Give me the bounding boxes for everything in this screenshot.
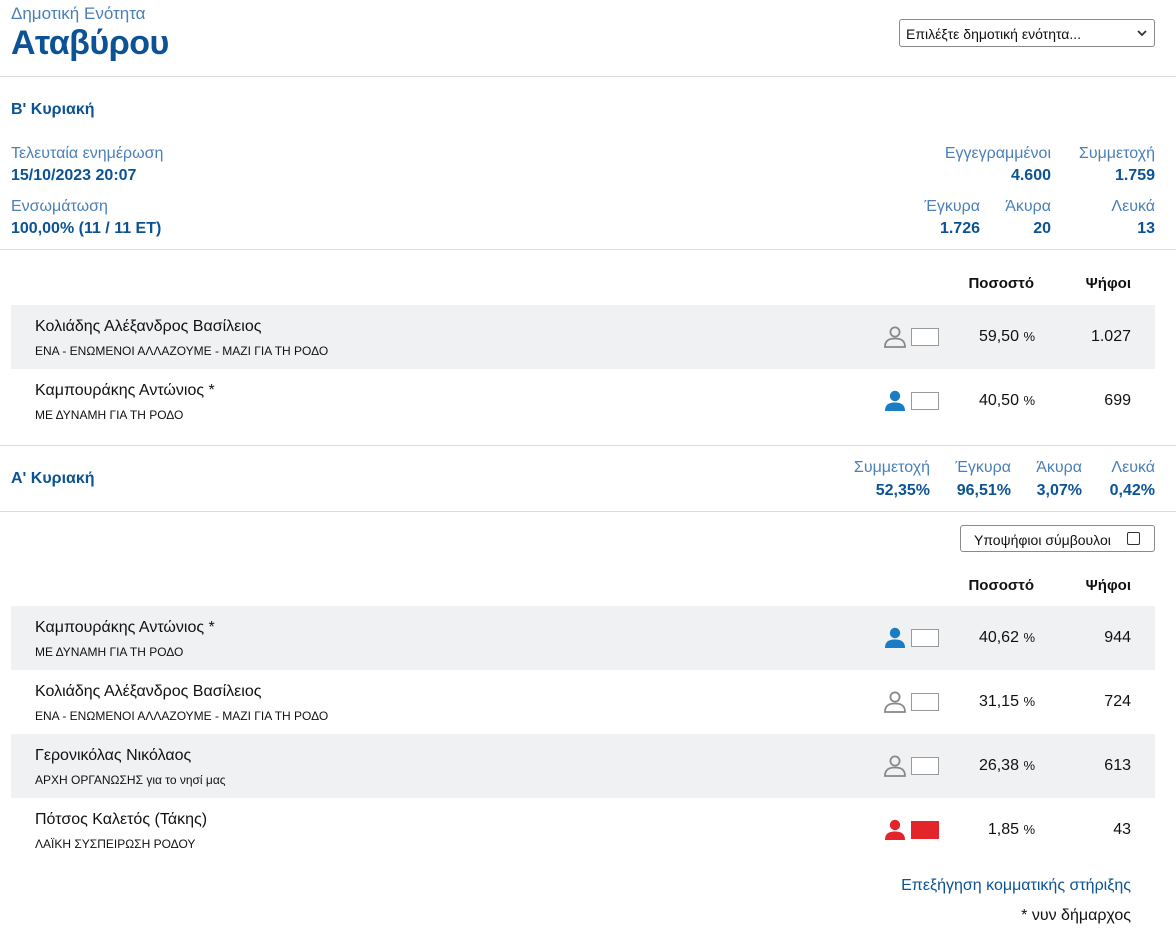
round-a-title: Α' Κυριακή <box>11 470 95 487</box>
candidate-percent: 40,50 % <box>979 392 1035 410</box>
party-color-swatch <box>911 392 939 410</box>
candidate-votes: 1.027 <box>1090 328 1131 345</box>
percent-value: 31,15 <box>978 693 1019 710</box>
candidate-percent: 1,85 % <box>988 821 1035 839</box>
person-icon <box>885 627 905 648</box>
candidate-party: ΑΡΧΗ ΟΡΓΑΝΩΣΗΣ για το νησί μας <box>35 773 226 787</box>
round-a-turnout-label: Συμμετοχή <box>853 459 930 476</box>
person-icon <box>885 390 905 411</box>
percent-sign: % <box>1023 329 1035 344</box>
party-color-swatch <box>911 328 939 346</box>
party-color-swatch <box>911 629 939 647</box>
candidate-row: Κολιάδης Αλέξανδρος Βασίλειος ΕΝΑ - ΕΝΩΜΕ… <box>11 670 1155 734</box>
percent-value: 59,50 <box>978 328 1019 345</box>
candidate-name: Κολιάδης Αλέξανδρος Βασίλειος <box>35 318 262 335</box>
candidate-votes: 944 <box>1104 629 1131 646</box>
candidate-row: Γερονικόλας Νικόλαος ΑΡΧΗ ΟΡΓΑΝΩΣΗΣ για τ… <box>11 734 1155 798</box>
integration-value: 100,00% (11 / 11 ΕΤ) <box>11 220 162 237</box>
round-a-invalid-label: Άκυρα <box>1036 459 1082 476</box>
valid-value: 1.726 <box>939 220 980 237</box>
percent-sign: % <box>1023 758 1035 773</box>
blank-value: 13 <box>1137 220 1155 237</box>
candidate-row: Καμπουράκης Αντώνιος * ΜΕ ΔΥΝΑΜΗ ΓΙΑ ΤΗ Ρ… <box>11 369 1155 433</box>
percent-value: 40,62 <box>978 629 1019 646</box>
candidate-party: ΕΝΑ - ΕΝΩΜΕΝΟΙ ΑΛΛΑΖΟΥΜΕ - ΜΑΖΙ ΓΙΑ ΤΗ Ρ… <box>35 709 329 723</box>
invalid-value: 20 <box>1033 220 1051 237</box>
candidate-party: ΛΑΪΚΗ ΣΥΣΠΕΙΡΩΣΗ ΡΟΔΟΥ <box>35 837 196 851</box>
candidate-votes: 613 <box>1104 757 1131 774</box>
valid-label: Έγκυρα <box>924 198 980 215</box>
candidate-party: ΜΕ ΔΥΝΑΜΗ ΓΙΑ ΤΗ ΡΟΔΟ <box>35 408 184 422</box>
round-a-blank-value: 0,42% <box>1109 482 1155 499</box>
divider <box>0 249 1176 250</box>
percent-sign: % <box>1023 393 1035 408</box>
round-a-valid-value: 96,51% <box>956 482 1011 499</box>
percent-sign: % <box>1023 822 1035 837</box>
candidate-name: Γερονικόλας Νικόλαος <box>35 747 192 764</box>
round-a-blank-label: Λευκά <box>1111 459 1155 476</box>
party-color-swatch <box>911 757 939 775</box>
candidate-votes: 699 <box>1104 392 1131 409</box>
blank-label: Λευκά <box>1111 198 1155 215</box>
candidate-party: ΕΝΑ - ΕΝΩΜΕΝΟΙ ΑΛΛΑΖΟΥΜΕ - ΜΑΖΙ ΓΙΑ ΤΗ Ρ… <box>35 344 329 358</box>
percent-sign: % <box>1023 630 1035 645</box>
page-header: Δημοτική Ενότητα Αταβύρου Επιλέξτε δημοτ… <box>0 0 1176 77</box>
percent-value: 1,85 <box>987 821 1019 838</box>
party-color-swatch <box>911 821 939 839</box>
candidate-votes: 43 <box>1113 821 1131 838</box>
unit-select[interactable]: Επιλέξτε δημοτική ενότητα... <box>899 19 1155 47</box>
candidate-percent: 31,15 % <box>979 693 1035 711</box>
percent-value: 26,38 <box>978 757 1019 774</box>
party-color-swatch <box>911 693 939 711</box>
candidate-votes: 724 <box>1104 693 1131 710</box>
invalid-label: Άκυρα <box>1005 198 1051 215</box>
column-header-votes: Ψήφοι <box>1085 577 1131 594</box>
last-update-label: Τελευταία ενημέρωση <box>11 145 164 162</box>
divider <box>0 445 1176 446</box>
councillors-checkbox[interactable] <box>1127 532 1140 545</box>
candidate-percent: 26,38 % <box>979 757 1035 775</box>
percent-sign: % <box>1023 694 1035 709</box>
column-header-percent: Ποσοστό <box>968 275 1034 292</box>
round-b-title: Β' Κυριακή <box>11 101 95 118</box>
round-a-invalid-value: 3,07% <box>1036 482 1082 499</box>
turnout-value: 1.759 <box>1114 167 1155 184</box>
turnout-label: Συμμετοχή <box>1078 145 1155 162</box>
candidate-name: Καμπουράκης Αντώνιος * <box>35 382 215 399</box>
party-support-link[interactable]: Επεξήγηση κομματικής στήριξης <box>901 877 1131 894</box>
candidate-party: ΜΕ ΔΥΝΑΜΗ ΓΙΑ ΤΗ ΡΟΔΟ <box>35 645 184 659</box>
last-update-value: 15/10/2023 20:07 <box>11 167 137 184</box>
councillors-toggle[interactable]: Υποψήφιοι σύμβουλοι <box>960 525 1155 552</box>
column-header-votes: Ψήφοι <box>1085 275 1131 292</box>
chevron-down-icon <box>1137 30 1147 37</box>
person-icon <box>885 819 905 840</box>
unit-select-value: Επιλέξτε δημοτική ενότητα... <box>906 26 1082 42</box>
candidate-name: Καμπουράκης Αντώνιος * <box>35 619 215 636</box>
candidate-name: Πότσος Καλετός (Τάκης) <box>35 811 208 828</box>
councillors-toggle-label: Υποψήφιοι σύμβουλοι <box>974 532 1111 548</box>
registered-value: 4.600 <box>1010 167 1051 184</box>
candidate-row: Κολιάδης Αλέξανδρος Βασίλειος ΕΝΑ - ΕΝΩΜΕ… <box>11 305 1155 369</box>
person-icon <box>884 755 906 777</box>
divider <box>0 511 1176 512</box>
column-header-percent: Ποσοστό <box>968 577 1034 594</box>
round-a-valid-label: Έγκυρα <box>955 459 1011 476</box>
mayor-note: * νυν δήμαρχος <box>1021 907 1131 924</box>
registered-label: Εγγεγραμμένοι <box>944 145 1051 162</box>
candidate-percent: 59,50 % <box>979 328 1035 346</box>
candidate-row: Καμπουράκης Αντώνιος * ΜΕ ΔΥΝΑΜΗ ΓΙΑ ΤΗ Ρ… <box>11 606 1155 670</box>
person-icon <box>884 691 906 713</box>
candidate-percent: 40,62 % <box>979 629 1035 647</box>
unit-label: Δημοτική Ενότητα <box>11 4 146 23</box>
page-title: Αταβύρου <box>11 24 169 62</box>
candidate-name: Κολιάδης Αλέξανδρος Βασίλειος <box>35 683 262 700</box>
candidate-row: Πότσος Καλετός (Τάκης) ΛΑΪΚΗ ΣΥΣΠΕΙΡΩΣΗ Ρ… <box>11 798 1155 862</box>
person-icon <box>884 326 906 348</box>
percent-value: 40,50 <box>978 392 1019 409</box>
integration-label: Ενσωμάτωση <box>11 198 108 215</box>
round-a-turnout-value: 52,35% <box>875 482 930 499</box>
